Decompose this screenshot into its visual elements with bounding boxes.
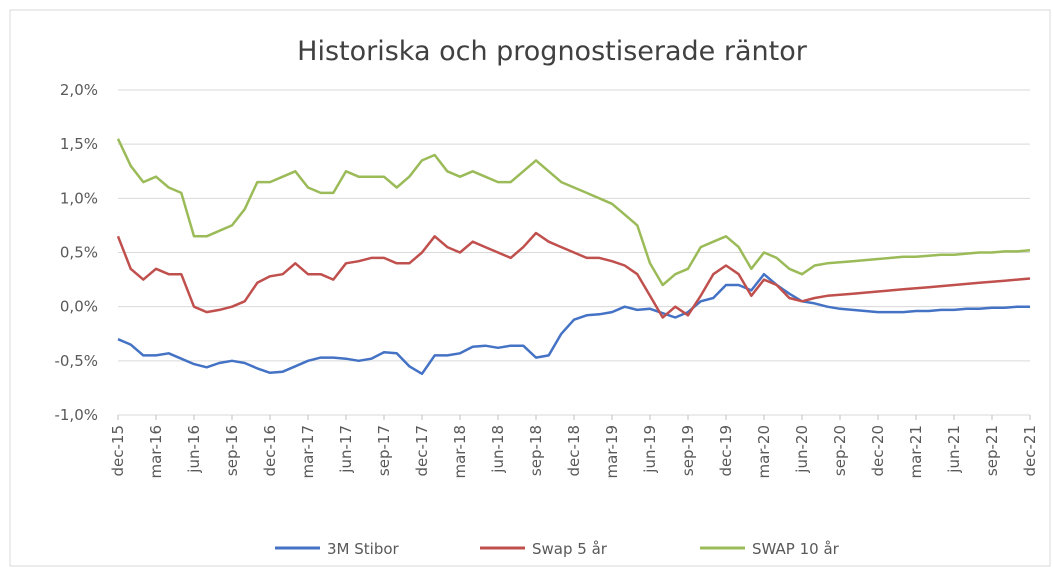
x-tick-label: jun-19 <box>641 425 659 474</box>
chart-frame <box>9 9 1051 567</box>
series-line <box>116 138 1031 287</box>
x-tick-label: sep-16 <box>223 425 241 476</box>
x-tick-label: sep-20 <box>831 425 849 476</box>
y-tick-label: 0,5% <box>60 244 98 262</box>
legend-label: 3M Stibor <box>327 540 400 558</box>
x-tick-label: sep-19 <box>679 425 697 476</box>
x-tick-label: dec-18 <box>565 425 583 477</box>
x-tick-label: sep-18 <box>527 425 545 476</box>
y-tick-label: 0,0% <box>60 298 98 316</box>
x-tick-label: jun-21 <box>945 425 963 474</box>
x-tick-label: dec-15 <box>109 425 127 477</box>
y-tick-label: 1,5% <box>60 135 98 153</box>
x-tick-label: mar-18 <box>451 425 469 479</box>
x-tick-label: jun-16 <box>185 425 203 474</box>
x-tick-label: jun-20 <box>793 425 811 474</box>
x-tick-label: dec-21 <box>1021 425 1039 477</box>
x-tick-label: mar-21 <box>907 425 925 479</box>
x-tick-label: mar-16 <box>147 425 165 479</box>
y-tick-label: -1,0% <box>54 406 98 424</box>
x-tick-label: sep-17 <box>375 425 393 476</box>
x-tick-label: dec-17 <box>413 425 431 477</box>
x-tick-label: mar-20 <box>755 425 773 479</box>
x-tick-label: sep-21 <box>983 425 1001 476</box>
series-line <box>117 272 1030 376</box>
x-tick-label: jun-18 <box>489 425 507 474</box>
legend-label: Swap 5 år <box>532 540 608 558</box>
x-tick-label: dec-20 <box>869 425 887 477</box>
x-tick-label: dec-16 <box>261 425 279 477</box>
series-line <box>116 231 1031 319</box>
y-tick-label: 1,0% <box>60 189 98 207</box>
y-tick-label: 2,0% <box>60 81 98 99</box>
y-tick-label: -0,5% <box>54 352 98 370</box>
x-tick-label: jun-17 <box>337 425 355 474</box>
x-tick-label: mar-19 <box>603 425 621 479</box>
legend-label: SWAP 10 år <box>752 540 840 558</box>
x-tick-label: dec-19 <box>717 425 735 477</box>
x-tick-label: mar-17 <box>299 425 317 479</box>
chart-title: Historiska och prognostiserade räntor <box>297 36 808 67</box>
